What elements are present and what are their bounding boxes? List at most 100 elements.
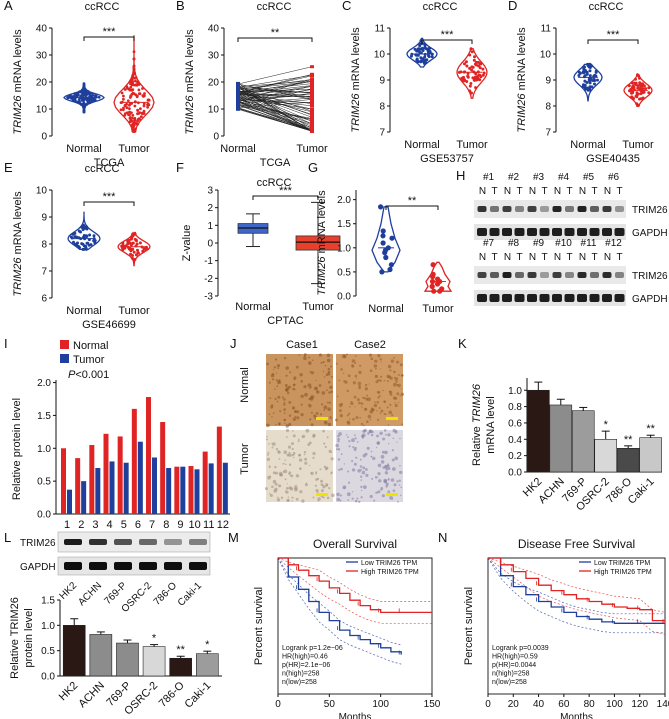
lane-label-normal: N bbox=[529, 186, 536, 197]
ihc-cell bbox=[309, 371, 312, 373]
blot-band bbox=[527, 228, 537, 236]
ihc-cell bbox=[395, 380, 398, 383]
ihc-cell bbox=[276, 385, 279, 388]
sample-id: #5 bbox=[583, 172, 595, 183]
data-point bbox=[473, 55, 476, 59]
data-point bbox=[123, 113, 127, 117]
ihc-cell bbox=[330, 472, 333, 475]
ihc-cell bbox=[384, 450, 388, 455]
data-point bbox=[460, 76, 464, 80]
y-tick-label: 0.6 bbox=[508, 418, 522, 429]
data-point bbox=[139, 107, 142, 111]
ihc-cell bbox=[303, 353, 307, 356]
data-point bbox=[424, 61, 428, 65]
significance-bracket bbox=[385, 205, 439, 210]
data-point bbox=[77, 98, 81, 101]
blot-band bbox=[64, 562, 82, 570]
x-tick-label: 10 bbox=[188, 519, 200, 531]
data-point bbox=[121, 241, 125, 245]
data-point bbox=[417, 49, 421, 53]
blot-band bbox=[615, 272, 624, 278]
data-point bbox=[133, 72, 137, 75]
ihc-cell bbox=[328, 401, 331, 404]
data-point bbox=[419, 56, 423, 60]
data-point bbox=[97, 95, 101, 99]
ihc-cell bbox=[360, 422, 364, 426]
ihc-cell bbox=[318, 353, 322, 357]
ihc-cell bbox=[372, 456, 376, 461]
data-point bbox=[310, 127, 314, 131]
x-tick-label: 8 bbox=[163, 519, 169, 531]
y-tick-label: 20 bbox=[208, 78, 220, 89]
ihc-cell bbox=[376, 401, 380, 404]
x-tick-label: 1 bbox=[64, 519, 70, 531]
bar-tumor bbox=[222, 462, 228, 514]
ihc-cell bbox=[385, 482, 389, 486]
ihc-cell bbox=[321, 391, 326, 395]
blot-band bbox=[552, 228, 562, 236]
ihc-cell bbox=[378, 407, 381, 409]
data-point bbox=[588, 69, 592, 73]
data-point bbox=[136, 119, 139, 123]
data-point bbox=[472, 58, 476, 62]
plot-frame bbox=[487, 557, 666, 695]
data-point bbox=[421, 46, 424, 50]
ihc-cell bbox=[264, 487, 268, 491]
data-point bbox=[430, 55, 434, 59]
y-axis-label: protein level bbox=[23, 608, 35, 667]
italic-gene-label: TRIM26 bbox=[471, 383, 483, 423]
x-tick-label: 100 bbox=[606, 699, 623, 710]
y-axis-label: Relative TRIM26 bbox=[9, 597, 21, 679]
data-point bbox=[431, 288, 437, 294]
data-point bbox=[137, 88, 141, 92]
ihc-cell bbox=[276, 364, 281, 368]
ihc-cell bbox=[365, 473, 369, 477]
ihc-cell bbox=[320, 489, 324, 493]
panel-letter: J bbox=[230, 336, 237, 351]
data-point bbox=[310, 94, 314, 98]
x-tick-label: 5 bbox=[121, 519, 127, 531]
ihc-cell bbox=[327, 370, 331, 374]
ihc-cell bbox=[288, 453, 292, 457]
blot-membrane bbox=[474, 290, 626, 306]
data-point bbox=[468, 89, 472, 93]
ihc-cell bbox=[273, 366, 277, 369]
ihc-cell bbox=[337, 437, 340, 441]
paired-line bbox=[237, 84, 313, 132]
ihc-cell bbox=[323, 465, 327, 469]
data-point bbox=[146, 105, 150, 109]
bar-tumor bbox=[67, 489, 72, 514]
data-point bbox=[92, 234, 96, 238]
ihc-cell bbox=[367, 397, 371, 402]
bar-normal bbox=[131, 408, 137, 514]
bar-normal bbox=[174, 466, 180, 514]
ihc-cell bbox=[284, 459, 287, 461]
data-point bbox=[93, 94, 97, 97]
ihc-cell bbox=[359, 364, 362, 367]
bar-769-p bbox=[571, 410, 595, 473]
paired-line bbox=[237, 98, 313, 122]
ihc-cell bbox=[337, 440, 340, 443]
data-point bbox=[133, 121, 136, 125]
data-point bbox=[66, 96, 69, 99]
data-point bbox=[93, 239, 97, 243]
ihc-cell bbox=[342, 354, 346, 359]
data-point bbox=[310, 115, 314, 119]
stats-text: p(HR)=2.1e−06 bbox=[282, 662, 330, 669]
ihc-cell bbox=[295, 474, 300, 478]
ihc-cell bbox=[324, 421, 328, 425]
ihc-cell bbox=[285, 487, 289, 490]
x-tick-label: ACHN bbox=[76, 680, 107, 711]
stats-text: n(low)=258 bbox=[492, 679, 527, 686]
ihc-cell bbox=[400, 388, 402, 390]
ihc-cell bbox=[274, 397, 277, 401]
stats-text: n(low)=258 bbox=[282, 679, 317, 686]
y-axis-label: TRIM26 mRNA levels bbox=[184, 29, 196, 135]
data-point bbox=[130, 111, 133, 115]
y-tick-label: 7 bbox=[545, 128, 551, 139]
paired-line bbox=[237, 79, 313, 90]
ihc-cell bbox=[299, 490, 303, 494]
y-tick-label: 9 bbox=[41, 213, 47, 224]
data-point bbox=[236, 92, 240, 96]
ihc-cell bbox=[400, 392, 405, 396]
